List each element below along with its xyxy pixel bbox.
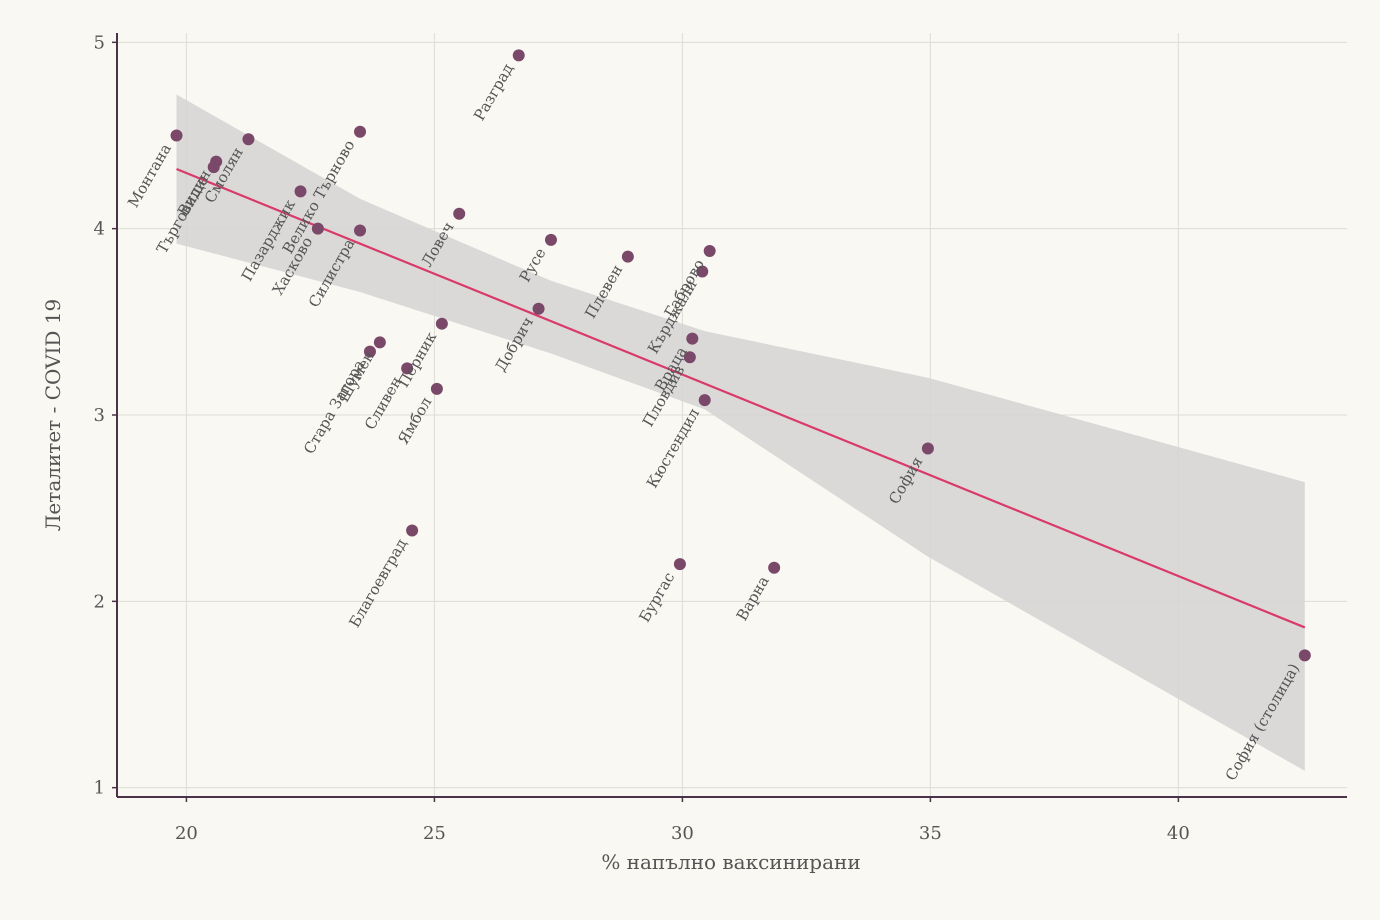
y-tick-label: 5 <box>94 32 105 53</box>
data-point <box>354 224 367 237</box>
data-point <box>673 558 686 571</box>
data-point <box>921 442 934 455</box>
data-point <box>621 250 634 263</box>
data-point <box>768 561 781 574</box>
data-point <box>696 265 709 278</box>
data-point <box>401 362 414 375</box>
data-point <box>683 351 696 364</box>
data-point <box>406 524 419 537</box>
data-point <box>532 302 545 315</box>
data-point <box>703 245 716 258</box>
data-point <box>544 233 557 246</box>
y-tick-label: 1 <box>94 778 105 799</box>
data-point <box>363 345 376 358</box>
x-tick-label: 35 <box>919 823 942 844</box>
y-tick-label: 3 <box>94 405 105 426</box>
data-point <box>242 133 255 146</box>
x-tick-label: 25 <box>423 823 446 844</box>
data-point <box>435 317 448 330</box>
x-tick-label: 20 <box>175 823 198 844</box>
data-point <box>354 125 367 138</box>
data-point <box>170 129 183 142</box>
data-point <box>512 49 525 62</box>
y-axis-title: Леталитет - COVID 19 <box>41 299 65 532</box>
data-point <box>430 382 443 395</box>
data-point <box>311 222 324 235</box>
trend-line <box>176 168 1306 629</box>
data-point <box>294 185 307 198</box>
data-point <box>698 394 711 407</box>
trend-line-group <box>176 168 1306 629</box>
y-tick-label: 2 <box>94 591 105 612</box>
x-tick-label: 30 <box>671 823 694 844</box>
x-axis-title: % напълно ваксинирани <box>601 850 860 874</box>
data-points <box>170 49 1311 662</box>
data-point <box>686 332 699 345</box>
data-point <box>210 155 223 168</box>
data-point <box>1298 649 1311 662</box>
data-point <box>453 207 466 220</box>
data-point <box>373 336 386 349</box>
confidence-band-area <box>176 94 1305 771</box>
confidence-band <box>176 94 1305 771</box>
y-tick-label: 4 <box>94 219 105 240</box>
x-tick-label: 40 <box>1167 823 1190 844</box>
axes: 20 25 30 35 40 1 2 3 4 5 <box>94 32 1347 844</box>
